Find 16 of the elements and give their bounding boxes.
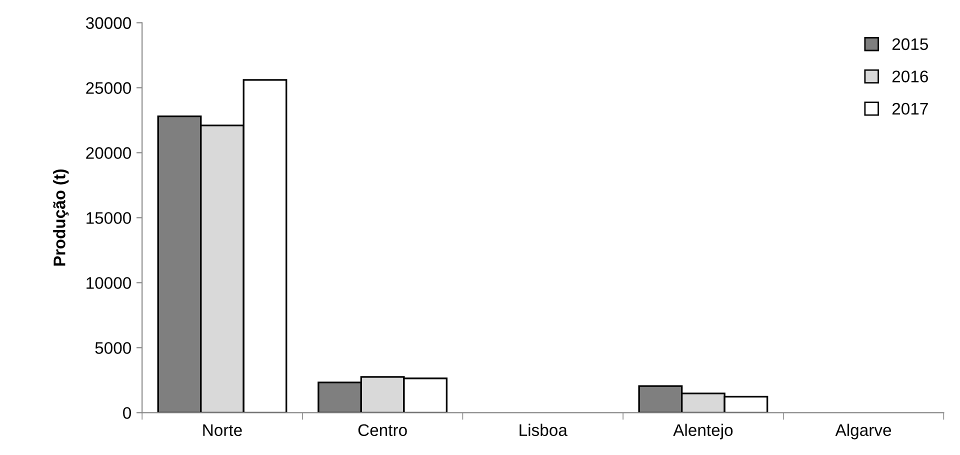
y-tick-label: 25000 (86, 82, 132, 94)
y-tick-label: 5000 (95, 342, 132, 354)
y-tick-label: 10000 (86, 277, 132, 289)
y-tick-label: 15000 (86, 212, 132, 224)
x-tick-label: Norte (203, 424, 242, 436)
legend-label: 2015 (892, 38, 928, 50)
y-axis-title: Produção (t) (53, 169, 69, 266)
x-tick-label: Lisboa (520, 424, 568, 436)
x-tick-label: Algarve (835, 424, 892, 440)
y-tick-label: 30000 (86, 17, 132, 29)
x-tick-label: Centro (358, 424, 407, 436)
y-tick-label: 20000 (86, 147, 132, 159)
legend-label: 2016 (892, 70, 928, 82)
y-tick-label: 0 (123, 407, 132, 419)
x-tick-label: Alentejo (673, 424, 733, 440)
legend-label: 2017 (892, 102, 928, 115)
